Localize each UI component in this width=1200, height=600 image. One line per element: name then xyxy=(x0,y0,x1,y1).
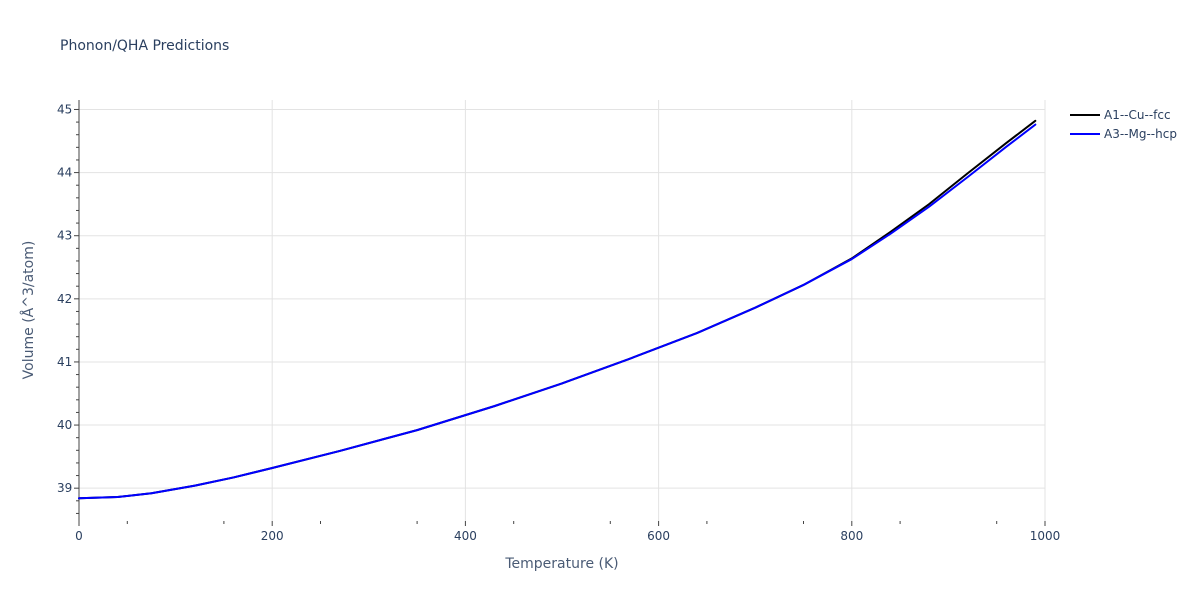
y-tick-label: 41 xyxy=(57,355,72,369)
x-tick-label: 200 xyxy=(261,529,284,543)
x-tick-label: 0 xyxy=(75,529,83,543)
y-tick-label: 43 xyxy=(57,229,72,243)
y-axis-title: Volume (Å^3/atom) xyxy=(20,241,37,380)
x-tick-label: 800 xyxy=(840,529,863,543)
x-tick-label: 600 xyxy=(647,529,670,543)
y-tick-label: 40 xyxy=(57,418,72,432)
x-axis-title: Temperature (K) xyxy=(504,556,618,572)
x-tick-label: 400 xyxy=(454,529,477,543)
x-tick-label: 1000 xyxy=(1030,529,1061,543)
legend-item-a1-cu-fcc[interactable]: A1--Cu--fcc xyxy=(1070,108,1171,122)
legend-item-a3-mg-hcp[interactable]: A3--Mg--hcp xyxy=(1070,127,1177,141)
y-tick-label: 39 xyxy=(57,481,72,495)
series-lines[interactable] xyxy=(78,119,1037,500)
legend-label-a1-cu-fcc: A1--Cu--fcc xyxy=(1104,108,1171,122)
y-tick-label: 45 xyxy=(57,102,72,116)
legend-label-a3-mg-hcp: A3--Mg--hcp xyxy=(1104,127,1177,141)
y-tick-label: 42 xyxy=(57,292,72,306)
x-tick-labels: 0 200 400 600 800 1000 xyxy=(75,529,1060,543)
tick-marks xyxy=(74,108,1046,526)
series-line-a3-mg-hcp[interactable] xyxy=(78,123,1037,500)
legend[interactable]: A1--Cu--fcc A3--Mg--hcp xyxy=(1070,108,1177,141)
y-tick-labels: 39 40 41 42 43 44 45 xyxy=(57,102,72,495)
chart-title: Phonon/QHA Predictions xyxy=(60,38,229,54)
y-tick-label: 44 xyxy=(57,166,72,180)
